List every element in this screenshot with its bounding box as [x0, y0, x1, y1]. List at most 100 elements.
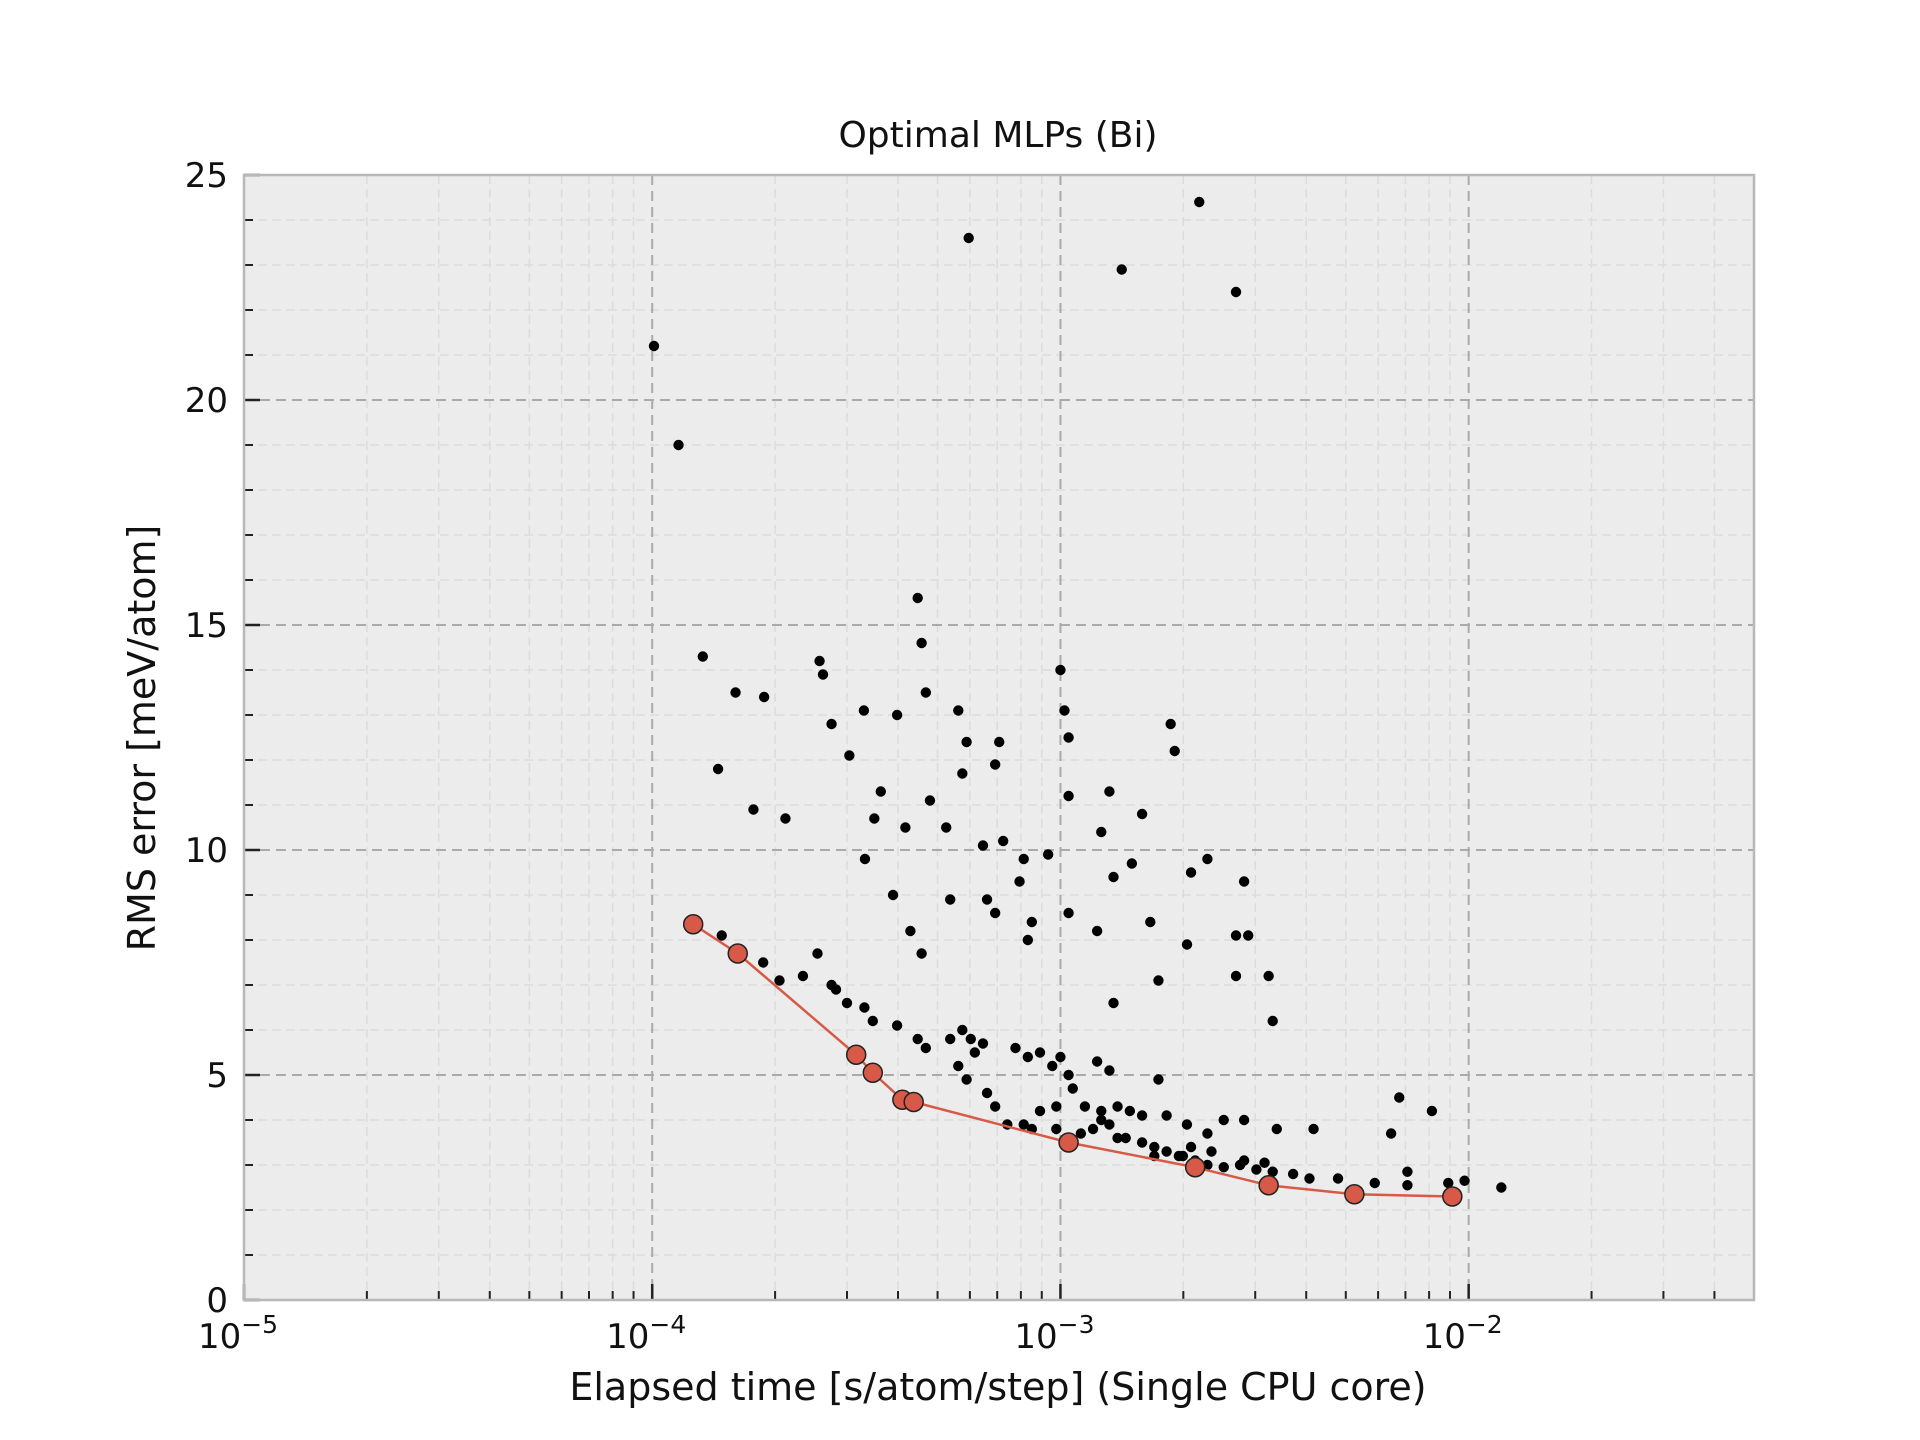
scatter-point — [716, 930, 727, 941]
scatter-point — [1402, 1166, 1413, 1177]
scatter-point — [1202, 1128, 1213, 1139]
scatter-point — [1251, 1164, 1262, 1175]
scatter-point — [953, 705, 964, 716]
scatter-point — [1010, 1042, 1021, 1054]
scatter-point — [945, 1033, 956, 1045]
scatter-point — [1096, 826, 1107, 838]
y-tick-label: 10 — [185, 831, 228, 871]
scatter-point — [1287, 1168, 1299, 1180]
y-tick-label: 5 — [206, 1056, 228, 1096]
scatter-point — [1218, 1114, 1229, 1126]
scatter-point — [1185, 867, 1197, 878]
scatter-point — [1496, 1182, 1507, 1193]
scatter-point — [912, 592, 923, 604]
scatter-point — [997, 835, 1009, 847]
major-grid — [244, 175, 1754, 1300]
scatter-point — [712, 763, 724, 775]
scatter-point — [1108, 997, 1119, 1009]
scatter-point — [981, 1087, 993, 1099]
scatter-point — [1202, 853, 1213, 865]
scatter-point — [1022, 934, 1034, 946]
scatter-point — [1459, 1175, 1470, 1186]
plot-frame — [242, 173, 1756, 1302]
scatter-point — [859, 1002, 870, 1013]
scatter-point — [1063, 1069, 1074, 1081]
scatter-point — [673, 439, 684, 451]
scatter-point — [1149, 1141, 1160, 1153]
scatter-point — [1042, 849, 1054, 860]
scatter-point — [867, 1015, 878, 1027]
chart-title: Optimal MLPs (Bi) — [838, 115, 1157, 156]
scatter-point — [1112, 1101, 1123, 1112]
scatter-point — [1055, 1051, 1066, 1063]
scatter-point — [1332, 1173, 1344, 1184]
scatter-point — [941, 822, 952, 833]
scatter-point — [1267, 1166, 1278, 1177]
scatter-point — [1259, 1157, 1270, 1168]
scatter-point — [916, 637, 927, 649]
scatter-point — [1194, 196, 1205, 208]
scatter-point — [1108, 871, 1119, 883]
scatter-point — [757, 957, 769, 968]
scatter-point — [1267, 1015, 1278, 1027]
scatter-point — [758, 691, 770, 703]
pareto-point — [1344, 1184, 1365, 1205]
scatter-point — [830, 984, 842, 995]
scatter-point — [1161, 1110, 1172, 1121]
scatter-point — [1136, 1110, 1148, 1121]
scatter-point — [1112, 1132, 1123, 1144]
pareto-point — [845, 1044, 867, 1065]
scatter-point — [1394, 1092, 1405, 1103]
scatter-point — [697, 651, 708, 662]
scatter-point — [961, 736, 972, 748]
scatter-point — [875, 786, 886, 797]
scatter-point — [1165, 718, 1176, 730]
scatter-point — [1230, 970, 1242, 982]
scatter-point — [1238, 876, 1250, 887]
y-tick-labels: 0 5 10 15 20 25 — [185, 156, 228, 1321]
scatter-point — [924, 795, 936, 806]
scatter-point — [1136, 808, 1148, 820]
scatter-point — [1104, 1119, 1115, 1130]
scatter-point — [1091, 1056, 1103, 1067]
scatter-point — [1230, 930, 1242, 941]
scatter-point — [1369, 1177, 1380, 1189]
scatter-point — [1206, 1146, 1217, 1157]
scatter-point — [891, 709, 903, 721]
scatter-point — [1104, 1065, 1115, 1076]
scatter-point — [797, 970, 809, 982]
scatter-point — [1063, 790, 1074, 802]
pareto-point — [903, 1091, 924, 1113]
scatter-point — [1126, 858, 1138, 869]
x-tick-label: 10−4 — [606, 1310, 686, 1357]
scatter-point — [905, 925, 916, 937]
scatter-point — [1238, 1114, 1250, 1126]
scatter-point — [1426, 1105, 1438, 1117]
y-axis-label: RMS error [meV/atom] — [120, 525, 164, 952]
scatter-point — [945, 894, 956, 905]
scatter-point — [977, 1038, 989, 1049]
scatter-point — [1075, 1128, 1087, 1139]
pareto-point — [1258, 1175, 1279, 1196]
scatter-point — [817, 669, 829, 680]
scatter-point — [1067, 1083, 1078, 1094]
scatter-point — [1263, 970, 1274, 982]
scatter-point — [961, 1074, 972, 1085]
scatter-point — [965, 1033, 976, 1045]
scatter-point — [969, 1047, 981, 1058]
scatter-point — [953, 1060, 964, 1072]
scatter-point — [814, 655, 825, 667]
y-tick-label: 0 — [206, 1281, 228, 1321]
scatter-point — [1034, 1105, 1046, 1117]
scatter-point — [841, 997, 853, 1009]
minor-grid — [244, 175, 1754, 1300]
scatter-point — [1096, 1105, 1107, 1117]
scatter-point — [858, 705, 870, 716]
pareto-point — [727, 943, 749, 964]
scatter-point — [1304, 1173, 1315, 1184]
scatter-point — [869, 813, 880, 824]
scatter-point — [1218, 1162, 1229, 1173]
scatter-point — [1136, 1137, 1148, 1148]
scatter-point — [1047, 1060, 1058, 1072]
